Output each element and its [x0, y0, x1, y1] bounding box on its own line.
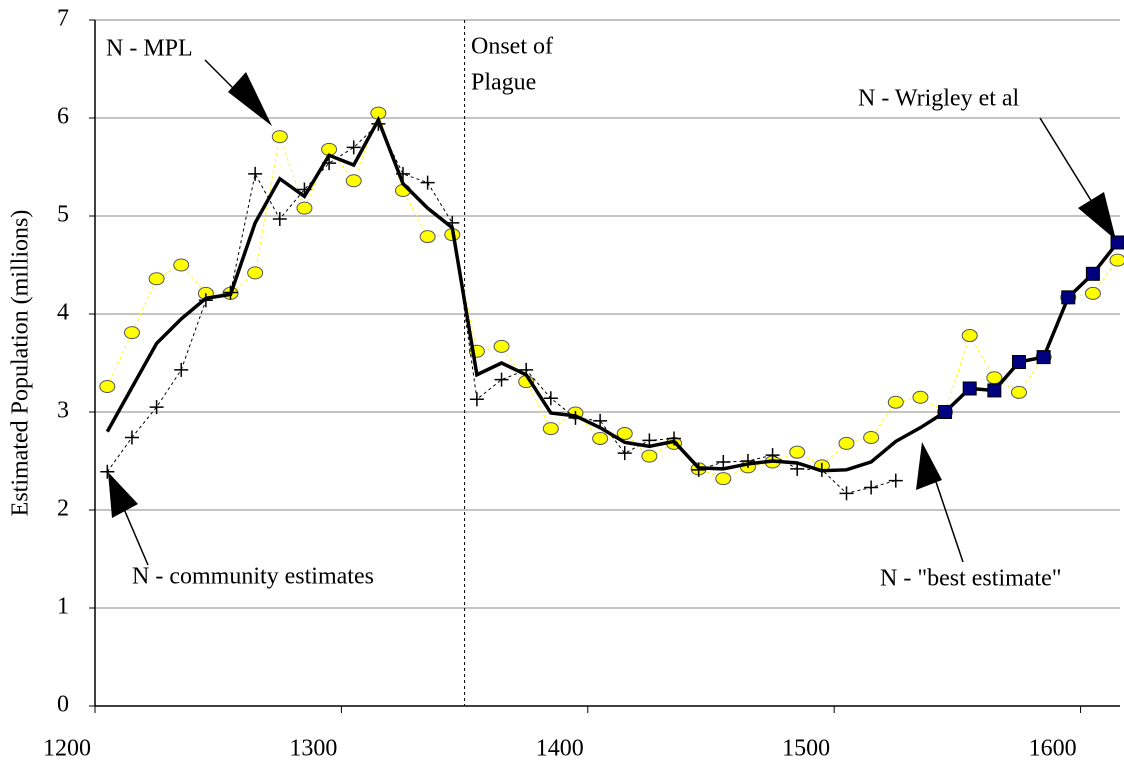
point: [543, 391, 558, 406]
point: [248, 166, 263, 181]
annotation: N - community estimates: [132, 564, 374, 590]
point: [887, 395, 904, 409]
annotation: N - MPL: [106, 36, 193, 62]
point: [912, 390, 929, 404]
point: [641, 449, 658, 463]
x-tick-label: 1300: [289, 736, 337, 762]
grid: 0 1 2 3 4 5 6 7 1200 1300 1400 1500 1600: [43, 6, 1120, 762]
arrow-head: [916, 442, 942, 490]
point: [174, 362, 189, 377]
y-tick-label: 6: [57, 104, 69, 130]
point: [247, 266, 264, 280]
y-tick-label: 7: [57, 6, 69, 32]
x-tick-label: 1600: [1029, 736, 1077, 762]
point: [123, 326, 140, 340]
point: [1109, 253, 1124, 267]
point: [938, 405, 953, 419]
arrows: [108, 59, 1116, 566]
point: [961, 329, 978, 343]
arrow-line: [931, 469, 964, 563]
y-tick-label: 5: [57, 202, 69, 228]
point: [987, 383, 1002, 398]
point: [99, 380, 116, 394]
point: [419, 230, 436, 244]
point: [100, 464, 115, 479]
point: [494, 372, 509, 387]
y-tick-label: 2: [57, 496, 69, 522]
arrow-head: [1078, 192, 1116, 240]
point: [542, 422, 559, 436]
y-tick-label: 3: [57, 398, 69, 424]
x-tick-label: 1500: [782, 736, 830, 762]
point: [593, 413, 608, 428]
point: [1061, 290, 1076, 305]
point: [789, 445, 806, 459]
point: [864, 480, 879, 495]
point: [173, 258, 190, 272]
point: [1010, 385, 1027, 399]
annotation: N - Wrigley et al: [858, 86, 1020, 112]
x-tick-label: 1400: [536, 736, 584, 762]
arrow-head: [228, 72, 272, 126]
point: [1036, 350, 1051, 365]
point: [149, 400, 164, 415]
y-tick-label: 1: [57, 594, 69, 620]
point: [1085, 266, 1100, 281]
point: [345, 174, 362, 188]
point: [962, 381, 977, 396]
point: [838, 436, 855, 450]
point: [691, 462, 706, 477]
annotation: Onset of: [471, 34, 553, 60]
point: [617, 446, 632, 461]
y-axis-label: Estimated Population (millions): [8, 210, 34, 517]
marks: [99, 106, 1124, 501]
annotation: N - "best estimate": [880, 566, 1062, 592]
point: [493, 339, 510, 353]
point: [271, 130, 288, 144]
point: [346, 140, 361, 155]
point: [1011, 355, 1026, 370]
point: [1084, 286, 1101, 300]
point: [616, 427, 633, 441]
point: [420, 175, 435, 190]
point: [592, 431, 609, 445]
point: [148, 272, 165, 286]
annotation: Plague: [471, 70, 536, 96]
arrow-head: [108, 472, 138, 518]
point: [1110, 235, 1124, 250]
y-tick-label: 0: [57, 692, 69, 718]
point: [863, 430, 880, 444]
point: [888, 473, 903, 488]
y-tick-label: 4: [57, 300, 69, 326]
point: [124, 430, 139, 445]
point: [716, 454, 731, 469]
point: [839, 486, 854, 501]
arrow-line: [1039, 117, 1101, 216]
point: [469, 392, 484, 407]
point: [272, 211, 287, 226]
x-tick-label: 1200: [43, 736, 91, 762]
series-line: [106, 123, 896, 494]
point: [296, 201, 313, 215]
point: [715, 472, 732, 486]
